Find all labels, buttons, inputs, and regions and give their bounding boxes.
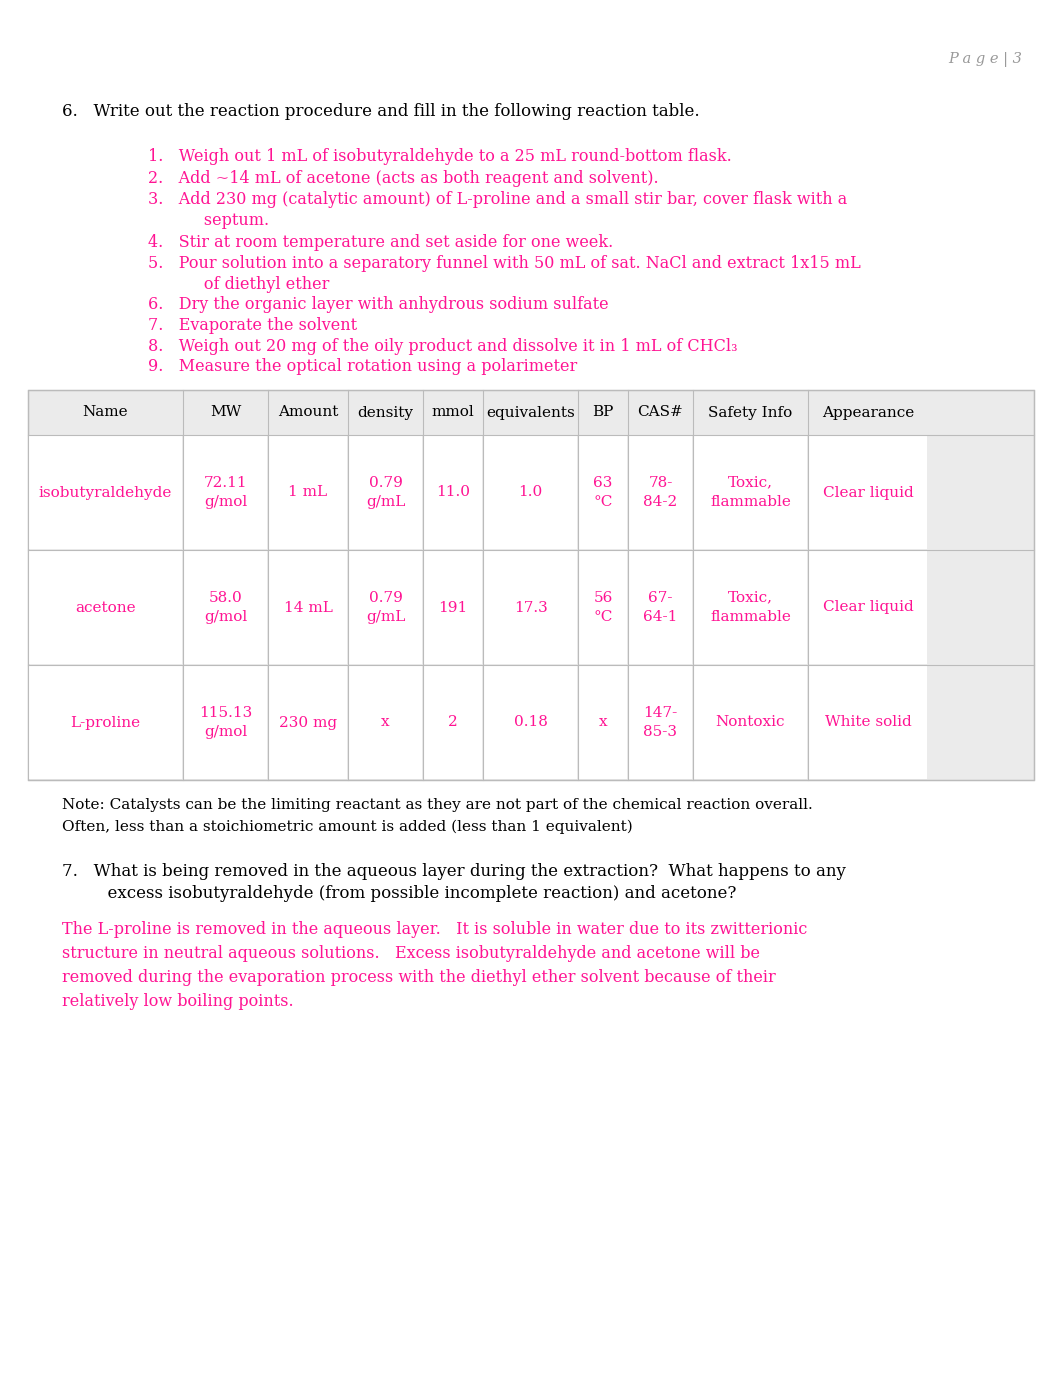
Text: 72.11
g/mol: 72.11 g/mol (204, 476, 247, 509)
Text: 1.   Weigh out 1 mL of isobutyraldehyde to a 25 mL round-bottom flask.: 1. Weigh out 1 mL of isobutyraldehyde to… (148, 149, 732, 165)
Bar (809, 550, 927, 665)
Text: 4.   Stir at room temperature and set aside for one week.: 4. Stir at room temperature and set asid… (148, 234, 613, 250)
Bar (629, 666, 692, 779)
Bar (424, 436, 482, 549)
Bar (629, 436, 692, 549)
Text: x: x (599, 716, 607, 729)
Text: mmol: mmol (431, 406, 475, 420)
Text: Amount: Amount (278, 406, 338, 420)
Text: 6.   Write out the reaction procedure and fill in the following reaction table.: 6. Write out the reaction procedure and … (62, 103, 700, 120)
Text: relatively low boiling points.: relatively low boiling points. (62, 993, 293, 1010)
Text: Clear liquid: Clear liquid (823, 486, 913, 499)
Bar (693, 436, 807, 549)
Text: equivalents: equivalents (486, 406, 575, 420)
Text: Toxic,
flammable: Toxic, flammable (710, 590, 791, 625)
Text: 0.79
g/mL: 0.79 g/mL (365, 590, 406, 625)
Text: 14 mL: 14 mL (284, 600, 332, 615)
Text: CAS#: CAS# (637, 406, 683, 420)
Bar (349, 666, 422, 779)
Text: 11.0: 11.0 (436, 486, 470, 499)
Text: Nontoxic: Nontoxic (716, 716, 785, 729)
Text: isobutyraldehyde: isobutyraldehyde (39, 486, 172, 499)
Text: 0.79
g/mL: 0.79 g/mL (365, 476, 406, 509)
Text: x: x (381, 716, 390, 729)
Bar (184, 436, 267, 549)
Bar (269, 666, 347, 779)
Bar (484, 550, 577, 665)
Bar (28, 389, 1034, 780)
Text: 230 mg: 230 mg (279, 716, 337, 729)
Text: density: density (358, 406, 413, 420)
Bar (809, 666, 927, 779)
Text: MW: MW (210, 406, 241, 420)
Text: excess isobutyraldehyde (from possible incomplete reaction) and acetone?: excess isobutyraldehyde (from possible i… (76, 885, 736, 903)
Text: Toxic,
flammable: Toxic, flammable (710, 476, 791, 509)
Bar (269, 436, 347, 549)
Text: acetone: acetone (75, 600, 136, 615)
Bar (579, 550, 627, 665)
Text: 115.13
g/mol: 115.13 g/mol (199, 706, 252, 739)
Text: 63
°C: 63 °C (594, 476, 613, 509)
Bar (579, 666, 627, 779)
Text: 1.0: 1.0 (518, 486, 543, 499)
Bar (629, 550, 692, 665)
Bar (349, 436, 422, 549)
Text: The L-proline is removed in the aqueous layer.   It is soluble in water due to i: The L-proline is removed in the aqueous … (62, 921, 807, 938)
Text: BP: BP (593, 406, 614, 420)
Bar (29, 436, 182, 549)
Text: 78-
84-2: 78- 84-2 (644, 476, 678, 509)
Text: White solid: White solid (824, 716, 911, 729)
Bar (809, 436, 927, 549)
Text: 5.   Pour solution into a separatory funnel with 50 mL of sat. NaCl and extract : 5. Pour solution into a separatory funne… (148, 255, 860, 272)
Bar (693, 666, 807, 779)
Text: Safety Info: Safety Info (708, 406, 792, 420)
Text: Clear liquid: Clear liquid (823, 600, 913, 615)
Bar (184, 550, 267, 665)
Bar (349, 550, 422, 665)
Text: of diethyl ether: of diethyl ether (168, 277, 329, 293)
Text: L-proline: L-proline (70, 716, 140, 729)
Text: 0.18: 0.18 (514, 716, 547, 729)
Text: 56
°C: 56 °C (594, 590, 613, 625)
Text: 6.   Dry the organic layer with anhydrous sodium sulfate: 6. Dry the organic layer with anhydrous … (148, 296, 609, 312)
Text: Often, less than a stoichiometric amount is added (less than 1 equivalent): Often, less than a stoichiometric amount… (62, 820, 633, 834)
Bar (29, 550, 182, 665)
Text: 2.   Add ~14 mL of acetone (acts as both reagent and solvent).: 2. Add ~14 mL of acetone (acts as both r… (148, 171, 658, 187)
Bar (484, 436, 577, 549)
Bar (579, 436, 627, 549)
Text: 9.   Measure the optical rotation using a polarimeter: 9. Measure the optical rotation using a … (148, 358, 578, 376)
Text: 17.3: 17.3 (514, 600, 547, 615)
Text: Name: Name (83, 406, 129, 420)
Text: septum.: septum. (168, 212, 269, 228)
Text: structure in neutral aqueous solutions.   Excess isobutyraldehyde and acetone wi: structure in neutral aqueous solutions. … (62, 945, 760, 962)
Text: 58.0
g/mol: 58.0 g/mol (204, 590, 247, 625)
Bar (269, 550, 347, 665)
Text: Note: Catalysts can be the limiting reactant as they are not part of the chemica: Note: Catalysts can be the limiting reac… (62, 798, 812, 812)
Bar (693, 550, 807, 665)
Bar (184, 666, 267, 779)
Bar (29, 666, 182, 779)
Text: 7.   Evaporate the solvent: 7. Evaporate the solvent (148, 316, 357, 334)
Text: P a g e | 3: P a g e | 3 (948, 52, 1022, 67)
Text: removed during the evaporation process with the diethyl ether solvent because of: removed during the evaporation process w… (62, 969, 775, 987)
Text: 7.   What is being removed in the aqueous layer during the extraction?  What hap: 7. What is being removed in the aqueous … (62, 863, 845, 881)
Text: Appearance: Appearance (822, 406, 914, 420)
Text: 8.   Weigh out 20 mg of the oily product and dissolve it in 1 mL of CHCl₃: 8. Weigh out 20 mg of the oily product a… (148, 338, 738, 355)
Text: 3.   Add 230 mg (catalytic amount) of L-proline and a small stir bar, cover flas: 3. Add 230 mg (catalytic amount) of L-pr… (148, 191, 847, 208)
Text: 1 mL: 1 mL (289, 486, 327, 499)
Bar (424, 666, 482, 779)
Text: 67-
64-1: 67- 64-1 (644, 590, 678, 625)
Text: 2: 2 (448, 716, 458, 729)
Text: 191: 191 (439, 600, 467, 615)
Bar (424, 550, 482, 665)
Bar (484, 666, 577, 779)
Text: 147-
85-3: 147- 85-3 (644, 706, 678, 739)
